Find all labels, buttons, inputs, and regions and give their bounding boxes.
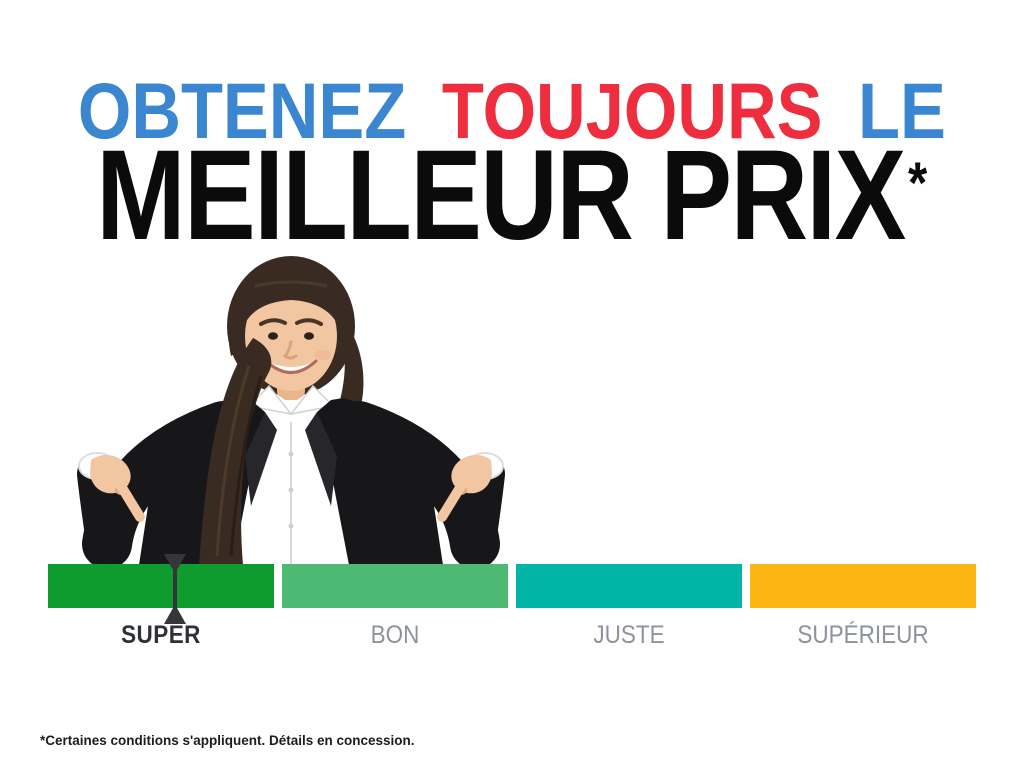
headline: OBTENEZ TOUJOURS LE MEILLEUR PRIX* — [0, 0, 1024, 260]
price-scale-labels: SUPER BON JUSTE SUPÉRIEUR — [48, 621, 976, 650]
price-scale: SUPER BON JUSTE SUPÉRIEUR — [48, 554, 976, 650]
label-bon: BON — [370, 621, 420, 649]
segment-superieur — [750, 564, 976, 608]
headline-line2: MEILLEUR PRIX* — [0, 132, 1024, 260]
woman-arms — [77, 401, 505, 565]
label-superieur: SUPÉRIEUR — [797, 621, 929, 649]
label-super: SUPER — [121, 621, 201, 649]
woman-pointing-down-photo — [63, 254, 505, 565]
price-marker-icon — [162, 554, 188, 624]
segment-super — [48, 564, 274, 608]
woman-hand-right — [437, 454, 492, 522]
woman-ponytail — [199, 338, 272, 565]
segment-bon — [282, 564, 508, 608]
woman-hand-left — [90, 454, 145, 522]
segment-juste — [516, 564, 742, 608]
disclaimer-text: *Certaines conditions s'appliquent. Déta… — [40, 733, 415, 748]
price-scale-bars — [48, 564, 976, 608]
woman-hair-front — [228, 276, 354, 356]
headline-word-le: LE — [858, 66, 947, 155]
headline-word-obtenez: OBTENEZ — [77, 66, 407, 155]
headline-meilleur-prix: MEILLEUR PRIX — [96, 124, 906, 267]
label-juste: JUSTE — [593, 621, 665, 649]
headline-line1: OBTENEZ TOUJOURS LE — [0, 71, 1024, 150]
footnote-asterisk: * — [908, 150, 928, 216]
headline-word-toujours: TOUJOURS — [441, 66, 823, 155]
